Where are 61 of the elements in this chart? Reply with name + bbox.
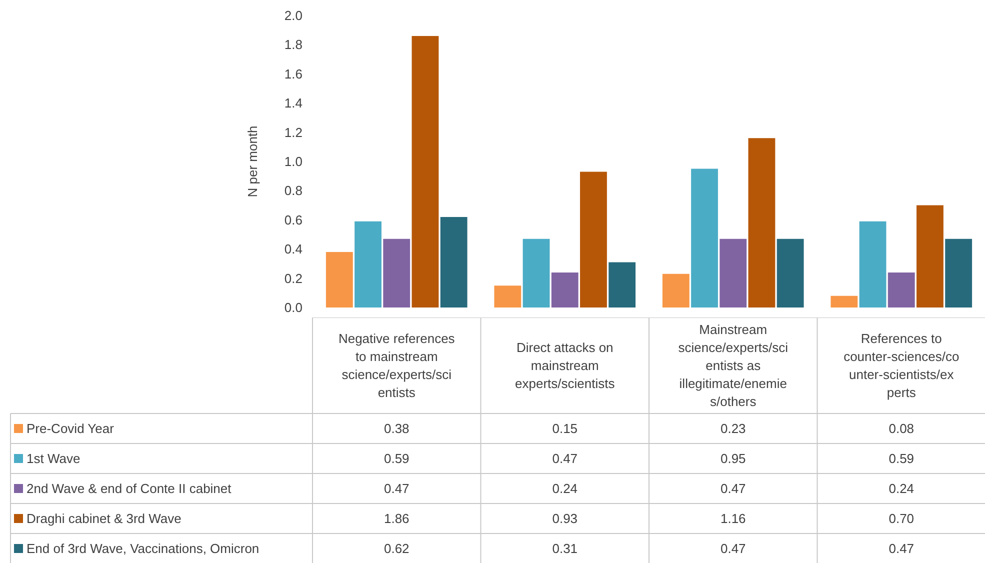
data-label: 0.95 [720,451,746,466]
data-label: 0.59 [384,451,410,466]
x-tick-label: Direct attacks on mainstream experts/scientists [515,340,616,391]
y-tick-label: 2.0 [284,8,303,23]
bar [945,238,972,308]
bar [691,168,718,308]
data-label: 0.47 [720,541,746,556]
legend-label: 2nd Wave & end of Conte II cabinet [26,481,232,496]
y-tick-label: 0.6 [284,212,303,228]
data-label: 0.93 [552,511,578,526]
y-axis-title: N per month [245,126,260,198]
bar [412,36,439,308]
y-tick-label: 1.2 [284,124,303,140]
x-tick-label: References to counter-sciences/counter-scientists/experts [844,331,960,400]
legend-label: 1st Wave [26,451,80,466]
data-label: 0.38 [384,421,410,436]
data-label: 0.24 [552,481,578,496]
data-label: 0.23 [720,421,746,436]
y-tick-label: 0.0 [284,300,303,315]
bar [580,172,607,308]
data-label: 0.15 [552,421,578,436]
y-tick-label: 1.4 [284,96,303,111]
y-tick-label: 0.8 [284,183,303,198]
data-label: 1.16 [720,511,746,526]
bar [748,138,776,308]
data-label: 0.62 [384,541,410,556]
y-tick-label: 1.8 [284,37,303,52]
bar [440,216,468,308]
data-label: 0.47 [720,481,746,496]
data-label: 0.59 [888,451,914,466]
data-label: 0.31 [552,541,578,556]
bar [916,205,944,308]
bar [354,221,382,308]
y-tick-label: 1.6 [284,66,303,82]
legend-label: Pre-Covid Year [26,421,115,436]
data-label: 0.47 [552,451,578,466]
bar [662,274,690,308]
data-label: 0.70 [888,511,914,526]
x-tick-label: Mainstream science/experts/scientists as illegitimate/enemies/others [678,322,788,409]
bar [494,286,522,308]
bar [830,296,858,308]
legend-label: Draghi cabinet & 3rd Wave [26,511,182,526]
bar [326,252,353,308]
bar [888,272,915,308]
y-tick-label: 1.0 [284,154,303,169]
bar [720,238,747,308]
bar [551,272,578,308]
data-label: 1.86 [384,511,410,526]
x-tick-label: Negative references to mainstream science/experts/scientists [338,331,456,400]
data-label: 0.47 [384,481,410,496]
data-label: 0.24 [888,481,914,496]
bar [859,221,886,308]
y-tick-label: 0.2 [284,270,303,286]
legend-label: End of 3rd Wave, Vaccinations, Omicron [26,541,260,556]
bar [522,238,550,308]
y-tick-label: 0.4 [284,242,303,257]
bar [776,238,804,308]
bar [383,238,410,308]
bar [608,262,636,308]
data-label: 0.47 [888,541,914,556]
data-label: 0.08 [888,421,914,436]
